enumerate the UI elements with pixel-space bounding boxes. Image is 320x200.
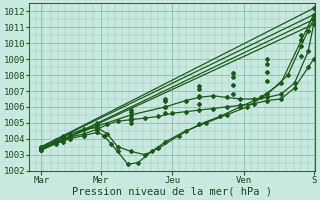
X-axis label: Pression niveau de la mer( hPa ): Pression niveau de la mer( hPa ) (72, 187, 272, 197)
